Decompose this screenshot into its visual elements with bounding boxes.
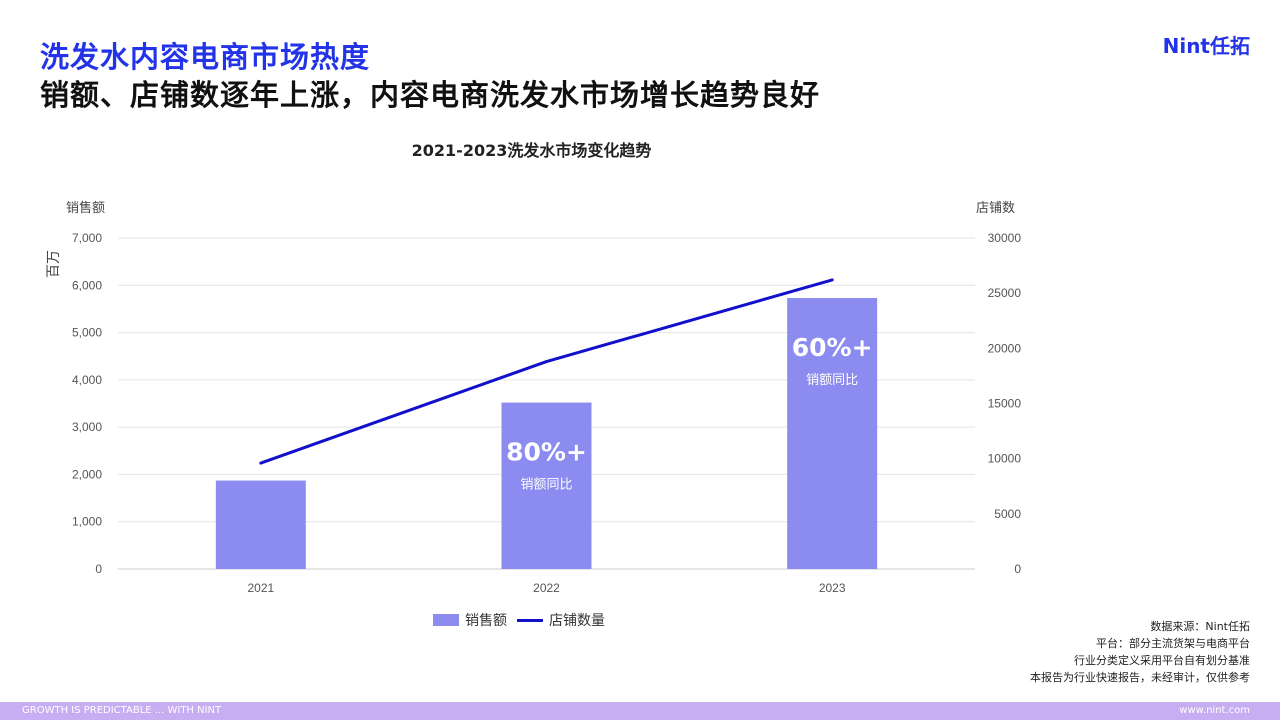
bar-layer [215,298,878,569]
footer-bar: GROWTH IS PREDICTABLE ... WITH NINT www.… [0,702,1280,720]
y-axis-label: 销售额 [66,200,105,216]
legend-label-stores: 店铺数量 [549,613,605,629]
legend-swatch-sales [433,614,459,626]
footer-url[interactable]: www.nint.com [1179,705,1250,716]
point-store-count-2022 [545,360,548,364]
legend-item-stores: 店铺数量 [517,610,605,630]
y2-tick-label: 30000 [988,231,1022,245]
data-source-note: 数据来源：Nint任拓 平台：部分主流货架与电商平台 行业分类定义采用平台自有划… [1030,618,1250,686]
y-tick-label: 3,000 [72,420,102,434]
page-subtitle: 销额、店铺数逐年上涨，内容电商洗发水市场增长趋势良好 [40,78,821,112]
point-store-count-2023 [830,278,834,282]
growth-annotation-value: 60%+ [792,333,873,362]
growth-annotation-note: 销额同比 [520,478,572,493]
y2-tick-label: 10000 [988,452,1022,466]
bar-sales-2021 [215,480,306,569]
y2-tick-label: 5000 [994,507,1021,521]
line-layer [259,278,834,465]
y2-axis-label: 店铺数 [976,201,1015,216]
footer-tagline: GROWTH IS PREDICTABLE ... WITH NINT [22,705,222,716]
y-tick-label: 0 [95,562,102,576]
y-tick-label: 1,000 [72,515,102,529]
y2-tick-label: 25000 [988,286,1022,300]
x-tick-label: 2022 [533,581,560,595]
source-line: 本报告为行业快速报告，未经审计，仅供参考 [1030,671,1250,684]
y-tick-label: 2,000 [72,467,102,481]
legend-item-sales: 销售额 [433,610,507,630]
chart-legend: 销售额 店铺数量 [433,610,605,630]
growth-annotation-note: 销额同比 [806,373,858,388]
bar-sales-2023 [787,298,878,569]
brand-logo: Nint任拓 [1162,34,1250,58]
source-line: 数据来源：Nint任拓 [1150,620,1250,633]
source-line: 平台：部分主流货架与电商平台 [1096,637,1250,650]
page-title: 洗发水内容电商市场热度 [40,40,371,74]
y-tick-label: 4,000 [72,373,102,387]
y-axis-unit: 百万 [46,250,62,278]
legend-swatch-stores [517,618,543,622]
source-line: 行业分类定义采用平台自有划分基准 [1074,654,1250,667]
y2-tick-label: 20000 [988,341,1022,355]
y2-tick-label: 15000 [988,397,1022,411]
point-store-count-2021 [259,461,263,465]
chart-title: 2021-2023洗发水市场变化趋势 [411,141,652,160]
y-tick-label: 6,000 [72,278,102,292]
x-tick-label: 2023 [819,581,846,595]
x-tick-label: 2021 [247,581,274,595]
y-tick-label: 7,000 [72,231,102,245]
y2-tick-label: 0 [1014,562,1021,576]
growth-annotation-value: 80%+ [506,438,587,467]
bar-sales-2022 [501,402,592,569]
y-tick-label: 5,000 [72,326,102,340]
legend-label-sales: 销售额 [465,613,507,629]
label-layer: 0 1,000 2,000 3,000 4,000 5,000 6,000 7,000 0 500… [72,231,1021,595]
